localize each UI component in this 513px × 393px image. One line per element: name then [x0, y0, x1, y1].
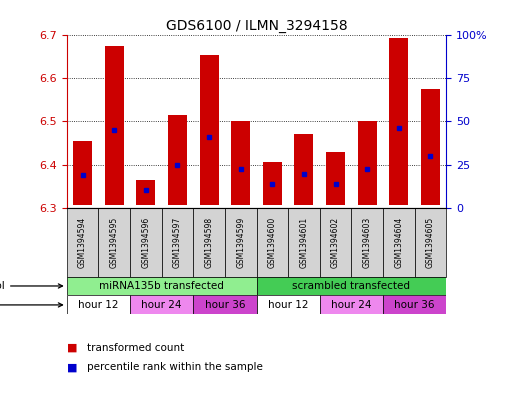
Text: GSM1394597: GSM1394597 [173, 217, 182, 268]
FancyBboxPatch shape [67, 277, 256, 296]
FancyBboxPatch shape [383, 208, 415, 277]
FancyBboxPatch shape [383, 296, 446, 314]
Text: GSM1394599: GSM1394599 [236, 217, 245, 268]
FancyBboxPatch shape [193, 208, 225, 277]
Text: hour 24: hour 24 [142, 300, 182, 310]
Text: ■: ■ [67, 362, 81, 373]
Text: GSM1394601: GSM1394601 [300, 217, 308, 268]
Bar [231, 121, 250, 206]
Text: GSM1394604: GSM1394604 [394, 217, 403, 268]
Bar [168, 115, 187, 206]
Bar [263, 162, 282, 206]
Bar [358, 121, 377, 206]
FancyBboxPatch shape [320, 208, 351, 277]
Bar [200, 55, 219, 206]
Text: scrambled transfected: scrambled transfected [292, 281, 410, 291]
FancyBboxPatch shape [415, 208, 446, 277]
Text: hour 12: hour 12 [268, 300, 308, 310]
Text: time: time [0, 300, 63, 310]
Bar [421, 89, 440, 206]
Text: GSM1394598: GSM1394598 [205, 217, 213, 268]
Text: transformed count: transformed count [87, 343, 185, 353]
FancyBboxPatch shape [67, 208, 98, 277]
FancyBboxPatch shape [162, 208, 193, 277]
Text: GSM1394595: GSM1394595 [110, 217, 119, 268]
Text: ■: ■ [67, 343, 81, 353]
FancyBboxPatch shape [256, 296, 320, 314]
Text: protocol: protocol [0, 281, 63, 291]
Bar [326, 152, 345, 206]
Text: GSM1394605: GSM1394605 [426, 217, 435, 268]
FancyBboxPatch shape [256, 277, 446, 296]
FancyBboxPatch shape [193, 296, 256, 314]
Text: GSM1394603: GSM1394603 [363, 217, 372, 268]
FancyBboxPatch shape [130, 208, 162, 277]
Bar [294, 134, 313, 206]
Text: percentile rank within the sample: percentile rank within the sample [87, 362, 263, 373]
FancyBboxPatch shape [256, 208, 288, 277]
FancyBboxPatch shape [320, 296, 383, 314]
FancyBboxPatch shape [67, 296, 130, 314]
FancyBboxPatch shape [288, 208, 320, 277]
Text: GSM1394594: GSM1394594 [78, 217, 87, 268]
FancyBboxPatch shape [130, 296, 193, 314]
Bar [105, 46, 124, 206]
Text: hour 12: hour 12 [78, 300, 119, 310]
Text: hour 36: hour 36 [394, 300, 435, 310]
Text: hour 24: hour 24 [331, 300, 371, 310]
Text: GSM1394600: GSM1394600 [268, 217, 277, 268]
FancyBboxPatch shape [225, 208, 256, 277]
Text: hour 36: hour 36 [205, 300, 245, 310]
FancyBboxPatch shape [98, 208, 130, 277]
Title: GDS6100 / ILMN_3294158: GDS6100 / ILMN_3294158 [166, 19, 347, 33]
Bar [73, 141, 92, 206]
Bar [389, 37, 408, 206]
Text: GSM1394596: GSM1394596 [141, 217, 150, 268]
FancyBboxPatch shape [351, 208, 383, 277]
Bar [136, 180, 155, 206]
Text: GSM1394602: GSM1394602 [331, 217, 340, 268]
Text: miRNA135b transfected: miRNA135b transfected [99, 281, 224, 291]
